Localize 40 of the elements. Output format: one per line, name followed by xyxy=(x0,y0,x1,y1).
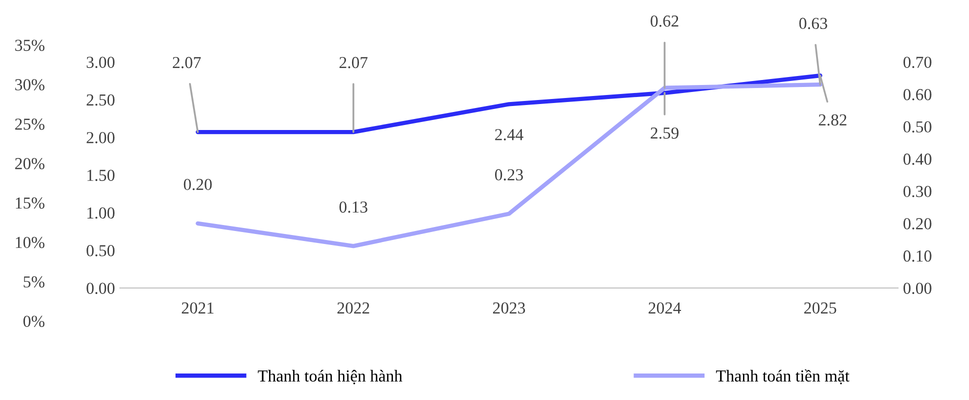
y3-tick-label: 10% xyxy=(16,236,44,248)
y2-tick-label: 0.10 xyxy=(903,250,932,262)
data-label: 0.13 xyxy=(339,201,368,213)
data-label: 0.20 xyxy=(184,178,212,190)
y3-tick-label: 25% xyxy=(15,118,44,130)
legend-label: Thanh toán tiền mặt xyxy=(716,369,850,384)
x-tick-label: 2021 xyxy=(182,302,214,314)
y3-tick-label: 15% xyxy=(16,197,44,209)
y2-tick-label: 0.20 xyxy=(903,218,932,230)
x-tick-label: 2023 xyxy=(493,302,526,314)
y2-tick-label: 0.40 xyxy=(903,154,932,165)
y2-tick-label: 0.00 xyxy=(903,282,932,294)
y-tick-label: 3.00 xyxy=(86,56,115,68)
data-label: 2.44 xyxy=(495,129,524,140)
y-tick-label: 1.00 xyxy=(87,207,115,219)
y-tick-label: 0.00 xyxy=(86,282,115,294)
y-tick-label: 1.50 xyxy=(87,170,115,182)
y-tick-label: 0.50 xyxy=(86,245,115,256)
data-label: 0.63 xyxy=(799,18,828,30)
y-tick-label: 2.50 xyxy=(86,94,115,106)
y3-tick-label: 0% xyxy=(23,316,44,327)
data-label: 2.07 xyxy=(172,56,201,68)
x-tick-label: 2025 xyxy=(804,302,836,314)
x-tick-label: 2024 xyxy=(648,302,682,314)
y3-tick-label: 5% xyxy=(24,276,44,288)
data-label: 2.82 xyxy=(818,114,846,126)
y3-tick-label: 30% xyxy=(15,79,44,90)
y3-tick-label: 20% xyxy=(15,158,44,170)
data-label: 2.59 xyxy=(650,128,678,139)
y2-tick-label: 0.50 xyxy=(903,121,932,133)
y3-tick-label: 35% xyxy=(15,40,44,51)
y2-tick-label: 0.30 xyxy=(903,186,932,198)
data-label: 0.23 xyxy=(495,169,523,180)
legend-label: Thanh toán hiện hành xyxy=(258,370,402,384)
data-label: 2.07 xyxy=(340,56,368,68)
x-tick-label: 2022 xyxy=(337,302,370,314)
data-label: 0.62 xyxy=(650,15,678,27)
y2-tick-label: 0.60 xyxy=(903,88,932,100)
y2-tick-label: 0.70 xyxy=(903,56,932,68)
y-tick-label: 2.00 xyxy=(86,132,115,144)
